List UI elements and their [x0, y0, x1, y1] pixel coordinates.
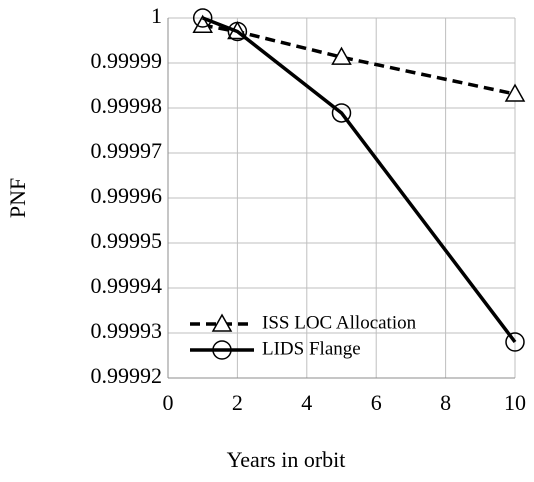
point [331, 46, 352, 65]
series-line [202, 23, 516, 96]
y-tick-label: 0.99997 [91, 138, 163, 163]
point [505, 332, 525, 352]
y-axis-label: PNF [5, 178, 30, 218]
y-tick-label: 0.99996 [91, 183, 163, 208]
legend-label: LIDS Flange [262, 338, 361, 359]
x-tick-label: 8 [440, 390, 451, 415]
y-tick-label: 0.99993 [91, 318, 163, 343]
y-tick-label: 0.99995 [91, 228, 163, 253]
series-line [202, 16, 517, 344]
x-tick-label: 2 [232, 390, 243, 415]
point [504, 83, 526, 102]
x-tick-label: 4 [301, 390, 312, 415]
x-tick-label: 0 [163, 390, 174, 415]
x-axis-label: Years in orbit [227, 447, 346, 472]
legend-marker [211, 313, 233, 332]
y-tick-label: 0.99998 [91, 93, 163, 118]
x-tick-label: 6 [371, 390, 382, 415]
y-tick-label: 0.99994 [91, 273, 163, 298]
legend-marker [212, 340, 232, 360]
point [192, 8, 213, 28]
point [331, 103, 352, 123]
legend-label: ISS LOC Allocation [262, 312, 417, 333]
point [192, 14, 213, 33]
point [227, 21, 248, 42]
y-tick-label: 0.99999 [91, 48, 163, 73]
y-tick-label: 1 [151, 3, 162, 28]
y-tick-label: 0.99992 [91, 363, 163, 388]
x-tick-label: 10 [504, 390, 526, 415]
